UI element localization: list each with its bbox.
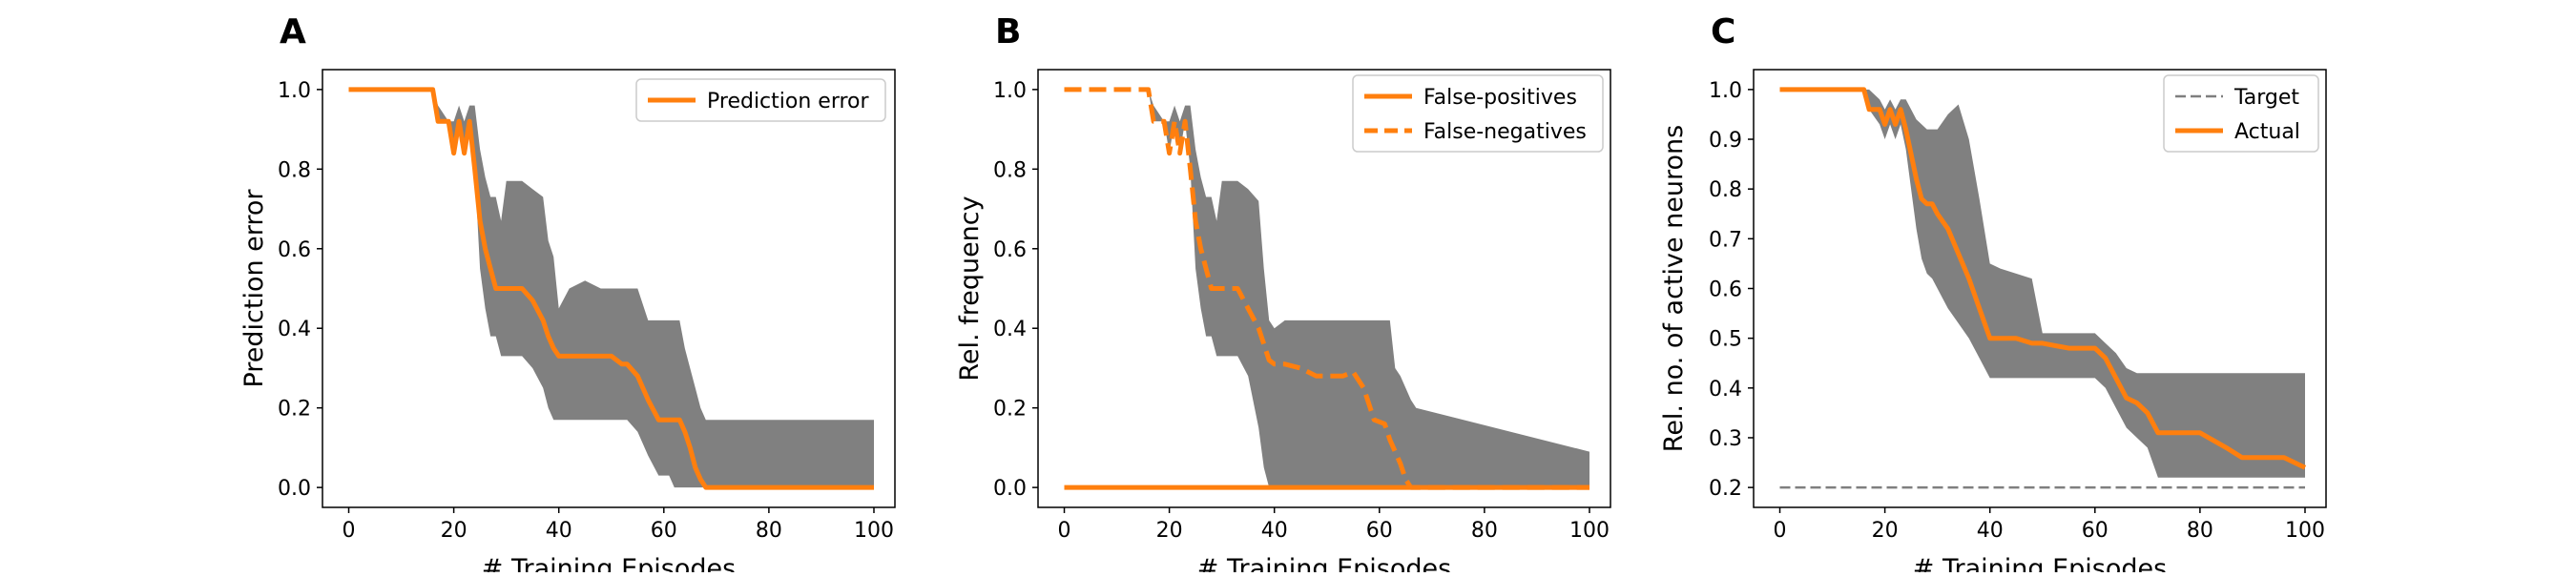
- x-tick-label: 80: [756, 519, 782, 543]
- x-tick-label: 80: [2187, 519, 2213, 543]
- y-tick-label: 0.6: [278, 238, 311, 262]
- y-tick-label: 0.2: [278, 398, 311, 422]
- y-tick-label: 0.8: [993, 158, 1027, 182]
- y-tick-label: 0.0: [278, 477, 311, 501]
- legend: Prediction error: [635, 78, 886, 122]
- confidence-band: [1779, 89, 2305, 478]
- x-tick-label: 80: [1471, 519, 1498, 543]
- y-tick-label: 0.2: [1709, 477, 1742, 501]
- legend: Target Actual: [2163, 74, 2319, 153]
- x-axis-label: # Training Episodes: [1913, 554, 2167, 572]
- legend-label: False-negatives: [1423, 120, 1587, 144]
- x-tick-label: 20: [1156, 519, 1183, 543]
- y-tick-label: 0.3: [1709, 427, 1742, 451]
- x-tick-label: 60: [2082, 519, 2109, 543]
- x-axis-label: # Training Episodes: [1197, 554, 1451, 572]
- x-tick-label: 60: [1366, 519, 1393, 543]
- chart-panel-a: A 0 20 40 60 80 100 0.0 0.2 0.4 0.6 0.8 1.0 # Trainin…: [239, 12, 896, 577]
- legend-box: [635, 78, 886, 122]
- x-tick-label: 0: [343, 519, 356, 543]
- y-tick-label: 0.4: [278, 318, 311, 341]
- x-tick-label: 100: [1569, 519, 1610, 543]
- x-tick-label: 100: [854, 519, 894, 543]
- series-line: [1064, 87, 1589, 490]
- y-tick-label: 0.8: [278, 158, 311, 182]
- y-axis-label: Rel. frequency: [955, 196, 985, 381]
- y-tick-label: 1.0: [1709, 79, 1742, 103]
- panel-letter: C: [1711, 12, 1735, 52]
- y-tick-label: 0.4: [993, 318, 1027, 341]
- x-tick-label: 20: [1872, 519, 1899, 543]
- y-tick-label: 0.7: [1709, 228, 1742, 252]
- x-tick-label: 60: [651, 519, 677, 543]
- panel-letter: A: [280, 12, 306, 52]
- legend-label: False-positives: [1423, 86, 1577, 110]
- x-tick-label: 40: [546, 519, 572, 543]
- x-tick-label: 40: [1261, 519, 1288, 543]
- plot-frame: [322, 69, 896, 508]
- y-tick-label: 1.0: [278, 79, 311, 103]
- y-tick-label: 1.0: [993, 79, 1027, 103]
- y-tick-label: 0.2: [993, 398, 1027, 422]
- y-axis-label: Rel. no. of active neurons: [1659, 125, 1689, 452]
- y-tick-label: 0.4: [1709, 378, 1742, 402]
- chart-panel-b: B 0 20 40 60 80 100 0.0 0.2 0.4 0.6 0.8 1.0 # Trainin…: [955, 12, 1611, 577]
- plot-frame: [1037, 69, 1611, 508]
- x-tick-label: 20: [441, 519, 467, 543]
- legend-box: [1352, 74, 1604, 153]
- y-tick-label: 0.6: [1709, 278, 1742, 302]
- confidence-band: [348, 89, 874, 488]
- x-axis-label: # Training Episodes: [482, 554, 736, 572]
- legend: False-positives False-negatives: [1352, 74, 1604, 153]
- x-tick-label: 100: [2285, 519, 2325, 543]
- chart-panel-c: C 0 20 40 60 80 100 0.2 0.3 0.4 0.5 0.6 0.7 0.8 0.9 1.0…: [1659, 12, 2327, 577]
- panel-letter: B: [995, 12, 1021, 52]
- confidence-band: [1064, 89, 1589, 488]
- x-tick-label: 40: [1977, 519, 2004, 543]
- y-tick-label: 0.6: [993, 238, 1027, 262]
- y-tick-label: 0.8: [1709, 178, 1742, 202]
- series-line: [1779, 87, 2307, 470]
- y-tick-label: 0.0: [993, 477, 1027, 501]
- legend-label: Prediction error: [707, 90, 869, 113]
- y-tick-label: 0.9: [1709, 129, 1742, 153]
- series-line: [348, 87, 874, 490]
- x-tick-label: 0: [1058, 519, 1071, 543]
- y-tick-label: 0.5: [1709, 328, 1742, 352]
- x-tick-label: 0: [1774, 519, 1787, 543]
- y-axis-label: Prediction error: [239, 189, 269, 388]
- legend-label: Actual: [2234, 120, 2300, 144]
- legend-label: Target: [2233, 86, 2299, 110]
